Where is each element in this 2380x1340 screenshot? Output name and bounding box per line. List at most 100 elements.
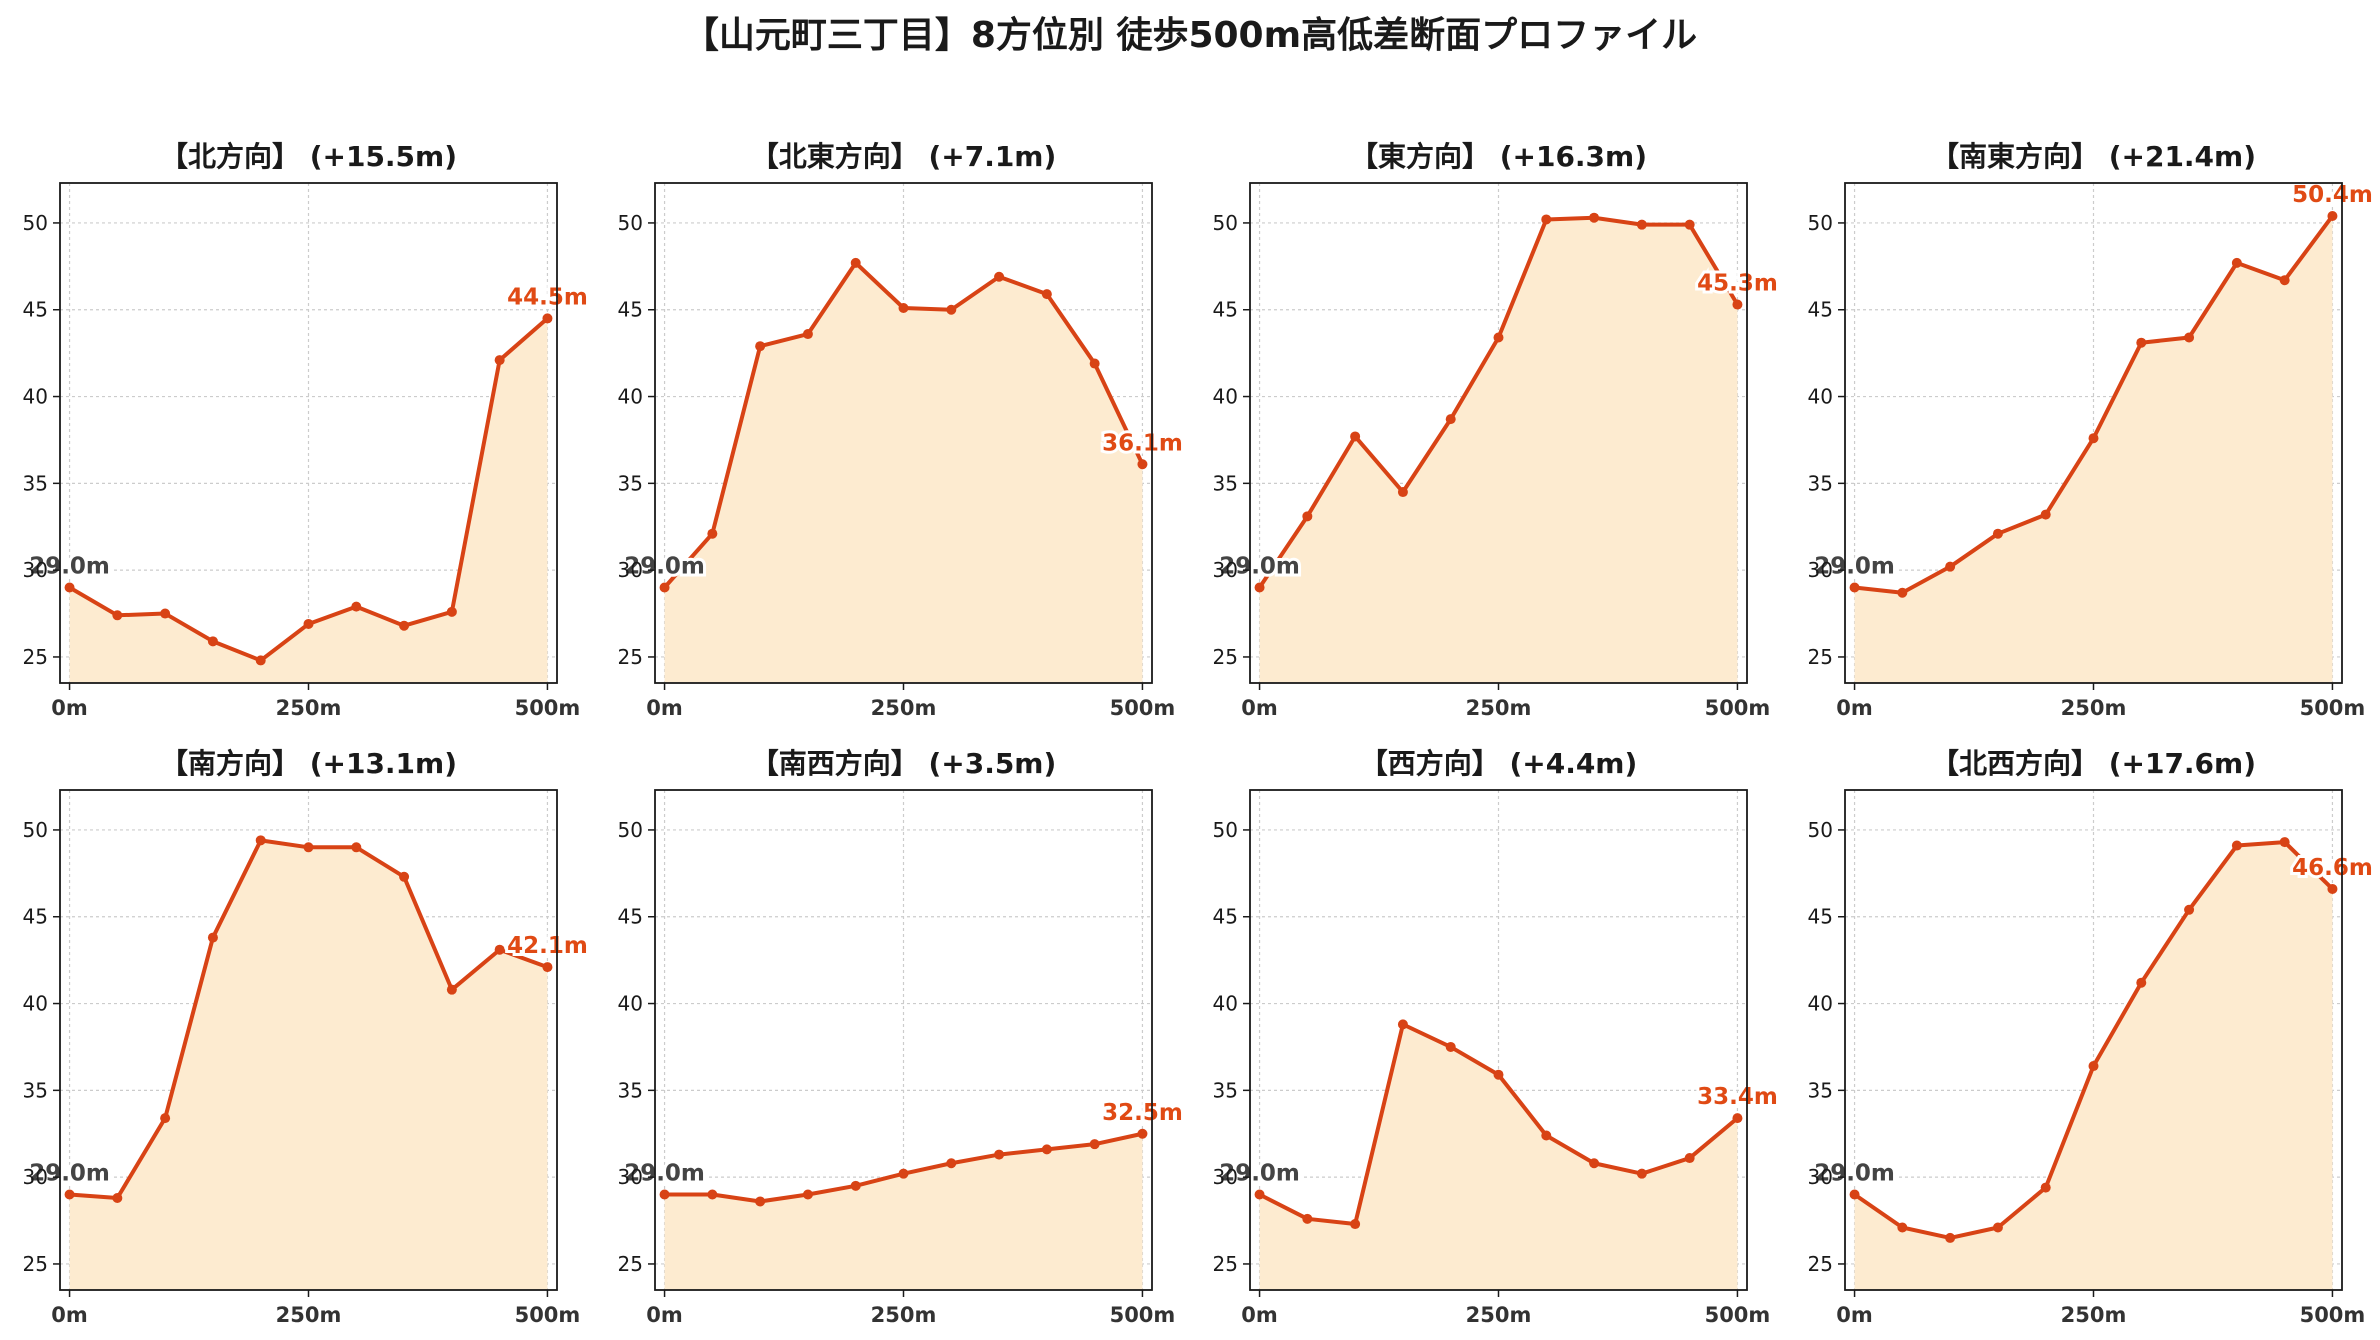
y-tick-label: 30 xyxy=(618,1165,643,1189)
x-tick-label: 0m xyxy=(646,1303,683,1327)
x-tick-label: 500m xyxy=(515,696,581,720)
data-point xyxy=(64,582,75,593)
x-tick-label: 500m xyxy=(2300,696,2366,720)
y-tick-label: 50 xyxy=(23,818,48,842)
y-tick-label: 35 xyxy=(1808,1078,1833,1102)
x-tick-label: 0m xyxy=(51,1303,88,1327)
data-point xyxy=(659,1189,670,1200)
data-point xyxy=(494,944,505,955)
data-point xyxy=(2136,337,2147,348)
end-value-label: 42.1m xyxy=(507,933,588,959)
end-value-label: 36.1m xyxy=(1102,430,1183,456)
data-point xyxy=(850,1180,861,1191)
area-fill xyxy=(1259,1024,1738,1290)
data-point xyxy=(1849,1189,1860,1200)
end-value-label: 45.3m xyxy=(1697,271,1778,297)
data-point xyxy=(946,1158,957,1169)
data-point xyxy=(1732,1113,1743,1124)
x-tick-label: 250m xyxy=(2061,1303,2127,1327)
data-point xyxy=(2231,840,2242,851)
start-value-label: 29.0m xyxy=(624,554,705,580)
area-fill xyxy=(1259,217,1738,683)
x-tick-label: 500m xyxy=(1705,1303,1771,1327)
data-point xyxy=(1589,1158,1600,1169)
data-point xyxy=(1684,219,1695,230)
y-tick-label: 40 xyxy=(23,992,48,1016)
data-point xyxy=(1089,1139,1100,1150)
y-tick-label: 25 xyxy=(618,645,643,669)
figure-title: 【山元町三丁目】8方位別 徒歩500m高低差断面プロファイル xyxy=(682,15,1698,56)
x-tick-label: 0m xyxy=(1836,1303,1873,1327)
y-tick-label: 25 xyxy=(23,1252,48,1276)
y-tick-label: 35 xyxy=(618,471,643,495)
data-point xyxy=(1302,1213,1313,1224)
y-tick-label: 30 xyxy=(1213,1165,1238,1189)
x-tick-label: 0m xyxy=(1241,696,1278,720)
x-tick-label: 250m xyxy=(871,696,937,720)
y-tick-label: 30 xyxy=(618,558,643,582)
data-point xyxy=(160,608,171,619)
x-tick-label: 250m xyxy=(871,1303,937,1327)
y-tick-label: 50 xyxy=(1808,211,1833,235)
y-tick-label: 30 xyxy=(1213,558,1238,582)
data-point xyxy=(1992,1222,2003,1233)
y-tick-label: 25 xyxy=(1213,1252,1238,1276)
data-point xyxy=(64,1189,75,1200)
y-tick-label: 45 xyxy=(1808,905,1833,929)
y-tick-label: 45 xyxy=(23,905,48,929)
area-fill xyxy=(69,840,548,1290)
data-point xyxy=(1350,431,1361,442)
chart-title: 【南東方向】 (+21.4m) xyxy=(1931,140,2256,173)
data-point xyxy=(351,601,362,612)
y-tick-label: 30 xyxy=(1808,1165,1833,1189)
y-tick-label: 45 xyxy=(23,298,48,322)
data-point xyxy=(542,313,553,324)
data-point xyxy=(1041,1144,1052,1155)
end-value-label: 32.5m xyxy=(1102,1100,1183,1126)
data-point xyxy=(1397,487,1408,498)
chart-title: 【北東方向】 (+7.1m) xyxy=(751,140,1057,173)
x-tick-label: 500m xyxy=(515,1303,581,1327)
x-tick-label: 250m xyxy=(1466,696,1532,720)
data-point xyxy=(2040,1182,2051,1193)
y-tick-label: 40 xyxy=(1808,385,1833,409)
data-point xyxy=(898,1168,909,1179)
x-tick-label: 0m xyxy=(646,696,683,720)
area-fill xyxy=(664,262,1143,683)
x-tick-label: 500m xyxy=(1110,696,1176,720)
data-point xyxy=(399,620,410,631)
data-point xyxy=(1137,459,1148,470)
y-tick-label: 50 xyxy=(1213,211,1238,235)
data-point xyxy=(946,304,957,315)
data-point xyxy=(994,1149,1005,1160)
y-tick-label: 30 xyxy=(23,1165,48,1189)
data-point xyxy=(446,606,457,617)
y-tick-label: 25 xyxy=(1808,645,1833,669)
y-tick-label: 50 xyxy=(1808,818,1833,842)
data-point xyxy=(494,355,505,366)
y-tick-label: 40 xyxy=(1213,385,1238,409)
y-tick-label: 25 xyxy=(1213,645,1238,669)
data-point xyxy=(1041,289,1052,300)
y-tick-label: 25 xyxy=(23,645,48,669)
data-point xyxy=(112,610,123,621)
start-value-label: 29.0m xyxy=(624,1161,705,1187)
data-point xyxy=(399,871,410,882)
data-point xyxy=(1849,582,1860,593)
data-point xyxy=(1732,299,1743,310)
start-value-label: 29.0m xyxy=(1814,554,1895,580)
y-tick-label: 35 xyxy=(1213,471,1238,495)
y-tick-label: 40 xyxy=(23,385,48,409)
y-tick-label: 45 xyxy=(1808,298,1833,322)
data-point xyxy=(1589,212,1600,223)
y-tick-label: 40 xyxy=(618,992,643,1016)
data-point xyxy=(2184,904,2195,915)
start-value-label: 29.0m xyxy=(1814,1161,1895,1187)
data-point xyxy=(1897,1222,1908,1233)
chart-title: 【北方向】 (+15.5m) xyxy=(160,140,457,173)
